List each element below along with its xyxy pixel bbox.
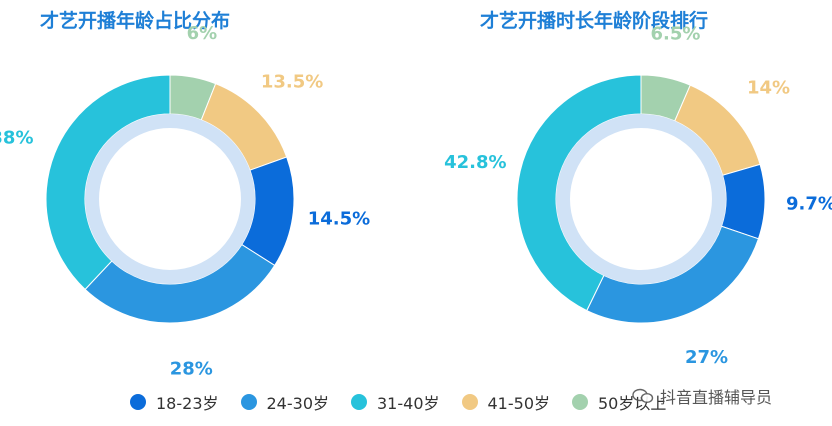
legend-label-31-40: 31-40岁: [377, 394, 440, 413]
chart-title-right: 才艺开播时长年龄阶段排行: [480, 10, 709, 32]
inner-ring-0: [85, 114, 255, 284]
legend-item-41-50: 41-50岁: [461, 390, 551, 414]
data-label-0-0: 14.5%: [308, 209, 370, 230]
chart-title-left: 才艺开播年龄占比分布: [40, 10, 231, 32]
legend-item-31-40: 31-40岁: [351, 390, 440, 414]
data-label-0-3: 13.5%: [261, 72, 323, 93]
legend-label-18-23: 18-23岁: [156, 394, 219, 413]
data-label-0-1: 28%: [170, 359, 213, 380]
wechat-icon: [632, 388, 654, 404]
legend-swatch-50-plus: [572, 394, 588, 410]
legend-swatch-41-50: [461, 394, 478, 410]
legend-item-24-30: 24-30岁: [240, 390, 330, 414]
legend-swatch-24-30: [240, 394, 257, 410]
data-label-0-2: 38%: [0, 127, 33, 148]
legend-item-18-23: 18-23岁: [130, 390, 219, 414]
legend-label-24-30: 24-30岁: [266, 394, 330, 413]
legend-label-41-50: 41-50岁: [487, 394, 551, 413]
legend: 18-23岁 24-30岁 31-40岁 41-50岁 50岁以上: [130, 390, 666, 414]
data-label-0-4: 6%: [187, 23, 218, 44]
watermark: 抖音直播辅导员: [632, 384, 772, 408]
watermark-text: 抖音直播辅导员: [660, 388, 773, 407]
legend-swatch-31-40: [351, 394, 367, 410]
legend-swatch-18-23: [130, 394, 146, 410]
